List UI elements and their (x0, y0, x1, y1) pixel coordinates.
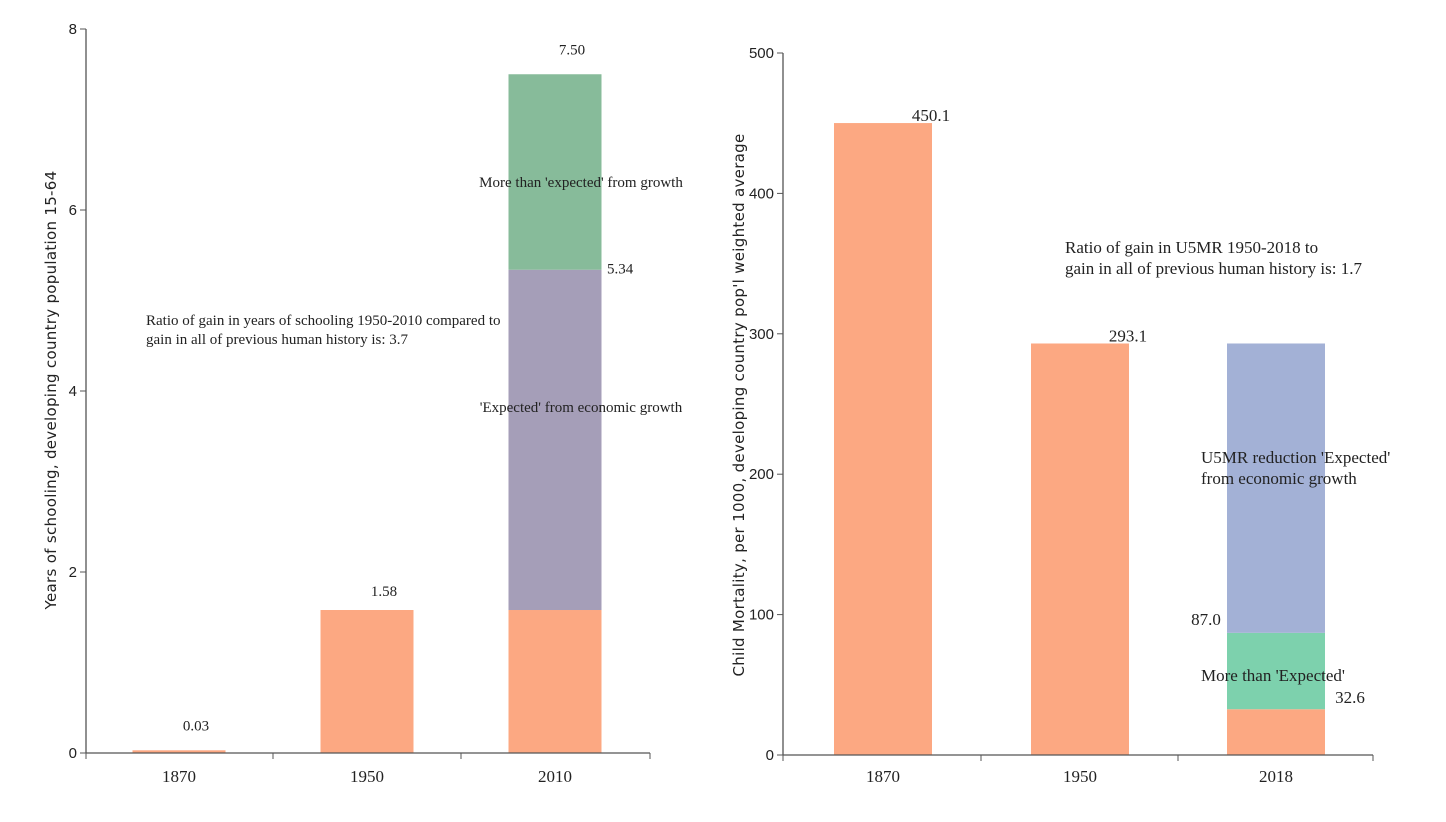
x-tick-label: 1950 (350, 767, 384, 786)
data-label-1870: 0.03 (183, 718, 209, 734)
bar-segment-1950-0 (1031, 343, 1129, 755)
annotation-ratio-line-1: Ratio of gain in U5MR 1950-2018 to (1065, 238, 1318, 257)
bar-segment-1870-0 (132, 750, 226, 753)
y-tick-label: 0 (69, 745, 77, 762)
annotation-expected-line-1: U5MR reduction 'Expected' (1201, 448, 1390, 467)
y-tick-label: 400 (749, 185, 774, 202)
annotation-ratio-line-2: gain in all of previous human history is… (1065, 259, 1362, 278)
x-tick-label: 1870 (866, 767, 900, 786)
y-tick-label: 200 (749, 466, 774, 483)
data-label-2018: 32.6 (1335, 688, 1365, 707)
annotation-more-than-expected: More than 'expected' from growth (479, 175, 683, 191)
annotation-more-than-expected: More than 'Expected' (1201, 666, 1345, 685)
annotation-ratio-line-2: gain in all of previous human history is… (146, 332, 409, 348)
bar-segment-2018-2 (1227, 343, 1325, 633)
y-tick-label: 4 (69, 383, 77, 400)
annotation-ratio-line-1: Ratio of gain in years of schooling 1950… (146, 313, 501, 329)
y-tick-label: 6 (69, 202, 77, 219)
y-tick-label: 8 (69, 21, 77, 38)
y-tick-label: 0 (766, 747, 774, 764)
data-label-2010: 7.50 (559, 42, 585, 58)
schooling-chart: 0 2 4 6 8 1870 1950 2010 0.03 1.58 7.50 5.34 Year… (42, 21, 683, 786)
bar-segment-1870-0 (834, 123, 932, 756)
bar-segment-2018-0 (1227, 709, 1325, 755)
y-tick-label: 100 (749, 607, 774, 624)
annotation-expected-growth: 'Expected' from economic growth (480, 400, 683, 416)
bar-segment-2010-1 (508, 269, 602, 611)
y-axis-title: Years of schooling, developing country p… (42, 171, 60, 611)
y-tick-label: 300 (749, 326, 774, 343)
data-label-2010: 5.34 (607, 262, 634, 278)
y-axis-title: Child Mortality, per 1000, developing co… (730, 134, 748, 677)
bar-segment-2018-1 (1227, 632, 1325, 710)
bar-segment-2010-2 (508, 74, 602, 270)
x-tick-label: 1870 (162, 767, 196, 786)
data-label-1870: 450.1 (912, 106, 950, 125)
data-label-2018: 87.0 (1191, 610, 1221, 629)
annotation-expected-line-2: from economic growth (1201, 469, 1357, 488)
child-mortality-chart: 0 100 200 300 400 500 1870 1950 2018 450.1 293.1… (730, 45, 1390, 786)
x-tick-label: 2018 (1259, 767, 1293, 786)
bar-segment-1950-0 (320, 610, 414, 753)
y-tick-label: 500 (749, 45, 774, 62)
data-label-1950: 1.58 (371, 584, 397, 600)
data-label-1950: 293.1 (1109, 326, 1147, 345)
x-tick-label: 2010 (538, 767, 572, 786)
bar-segment-2010-0 (508, 610, 602, 753)
y-tick-label: 2 (69, 564, 77, 581)
x-tick-label: 1950 (1063, 767, 1097, 786)
